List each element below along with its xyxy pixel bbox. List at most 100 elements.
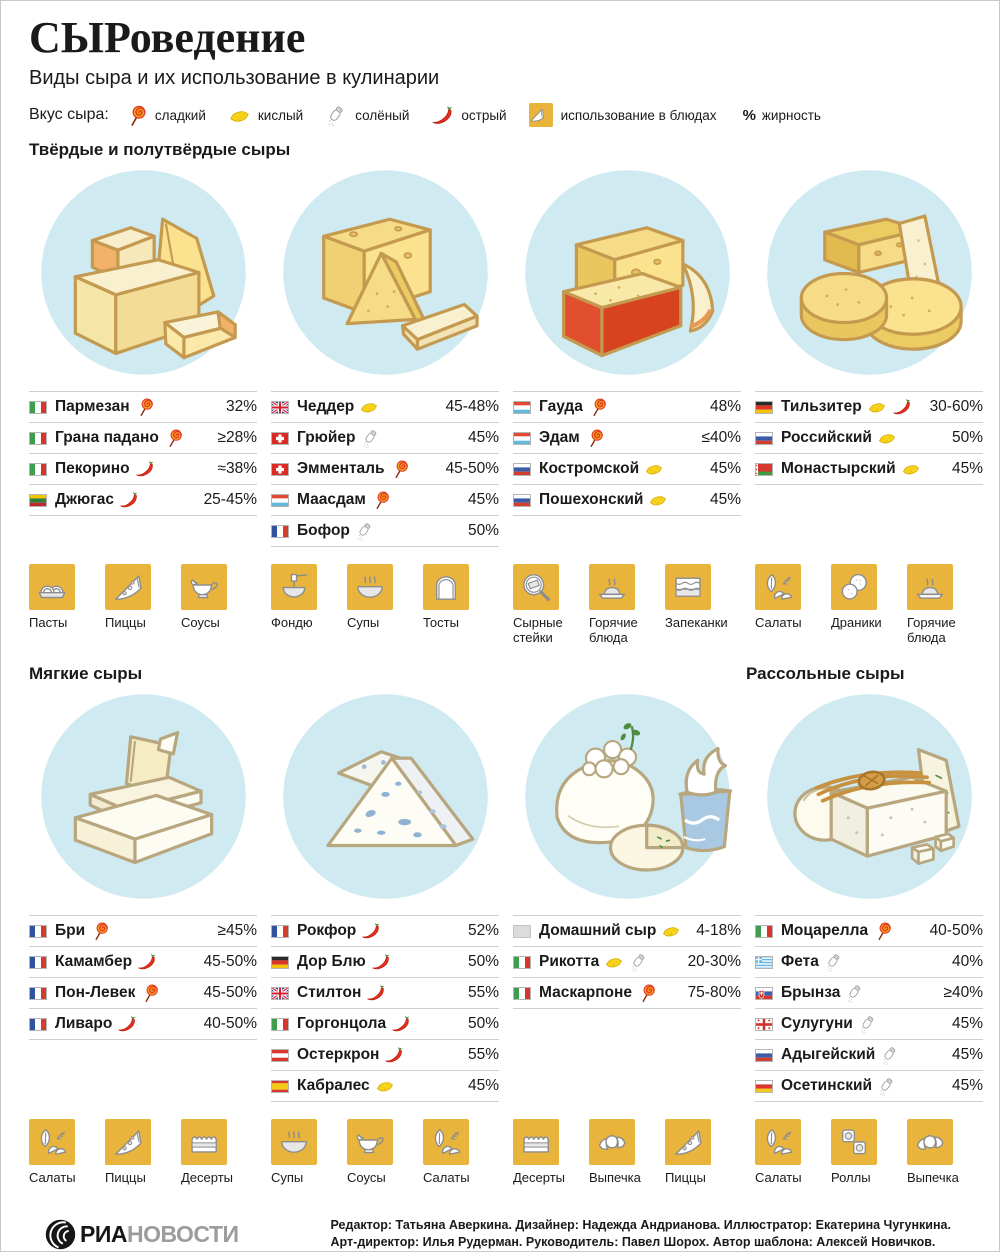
cheese-name: Остеркрон bbox=[297, 1046, 380, 1064]
ria-novosti-logo-icon bbox=[45, 1219, 76, 1250]
section-title-hard: Твёрдые и полутвёрдые сыры bbox=[29, 140, 291, 160]
dish-usage-row: Фондю Супы Тосты bbox=[271, 564, 499, 652]
fat-value: 45% bbox=[951, 460, 983, 478]
cheese-row: Осетинский 45% bbox=[755, 1071, 983, 1103]
flag-russia-icon bbox=[755, 1049, 773, 1062]
cheese-name: Монастырский bbox=[781, 460, 896, 478]
cheese-row: Бри ≥45% bbox=[29, 916, 257, 948]
dish-label: Драники bbox=[831, 615, 882, 631]
flag-russia-icon bbox=[755, 432, 773, 445]
cheese-name: Адыгейский bbox=[781, 1046, 876, 1064]
flag-uk-icon bbox=[271, 987, 289, 1000]
dish-usage-row: Салаты Пиццы Десерты bbox=[29, 1119, 257, 1207]
legend-item-salty: солёный bbox=[325, 104, 409, 127]
cheese-row: Эдам ≤40% bbox=[513, 423, 741, 455]
illustration-brie-cheeses bbox=[37, 690, 250, 903]
lollipop-icon bbox=[164, 428, 184, 448]
dish-label: Пиццы bbox=[105, 615, 146, 631]
cheese-name: Джюгас bbox=[55, 491, 114, 509]
soup-icon bbox=[271, 1119, 317, 1166]
dish-usage-row: Сырные стейки Горячие блюда Запеканки bbox=[513, 564, 741, 652]
fat-value: 45-50% bbox=[203, 984, 257, 1002]
lollipop-icon bbox=[585, 428, 605, 448]
flag-georgia-icon bbox=[755, 1018, 773, 1031]
cheese-name: Эдам bbox=[539, 429, 580, 447]
cheese-name: Осетинский bbox=[781, 1077, 873, 1095]
flag-france-icon bbox=[271, 525, 289, 538]
croissant-icon bbox=[589, 1119, 635, 1166]
footer: РИА НОВОСТИ Редактор: Татьяна Аверкина. Д… bbox=[29, 1213, 971, 1251]
pizza-icon bbox=[105, 1119, 151, 1166]
chili-icon bbox=[117, 1014, 137, 1034]
cheese-row: Пошехонский 45% bbox=[513, 485, 741, 517]
illustration-fresh-cheeses bbox=[521, 690, 734, 903]
dish-label: Соусы bbox=[181, 615, 220, 631]
dish-label: Супы bbox=[347, 615, 380, 631]
brand-novosti: НОВОСТИ bbox=[126, 1221, 239, 1248]
cheese-row: Камамбер 45-50% bbox=[29, 947, 257, 979]
casserole-icon bbox=[665, 564, 711, 611]
hotdish-icon bbox=[907, 564, 953, 611]
brand-ria: РИА bbox=[80, 1221, 127, 1248]
section-title-soft: Мягкие сыры bbox=[29, 664, 143, 684]
dish-item: Тосты bbox=[423, 564, 493, 652]
dish-item: Сырные стейки bbox=[513, 564, 583, 652]
dish-label: Соусы bbox=[347, 1170, 386, 1186]
cheese-row: Костромской 45% bbox=[513, 454, 741, 486]
salad-icon bbox=[29, 1119, 75, 1166]
chili-icon bbox=[361, 921, 381, 941]
dish-item: Салаты bbox=[423, 1119, 493, 1207]
lemon-icon bbox=[661, 921, 681, 941]
cheese-column: Рокфор 52% Дор Блю 50% Стилтон 55% Горгонцола 5… bbox=[271, 690, 499, 1207]
dish-usage-row: Салаты Драники Горячие блюда bbox=[755, 564, 983, 652]
fat-value: 45-48% bbox=[445, 398, 499, 416]
cheese-table: Пармезан 32% Грана падано ≥28% Пекорино ≈38% Д… bbox=[29, 391, 257, 548]
salt-shaker-icon bbox=[325, 104, 348, 127]
dish-item: Фондю bbox=[271, 564, 341, 652]
flag-france-icon bbox=[271, 925, 289, 938]
dish-item: Соусы bbox=[347, 1119, 417, 1207]
dish-label: Фондю bbox=[271, 615, 313, 631]
fat-value: 55% bbox=[467, 1046, 499, 1064]
salt-shaker-icon bbox=[361, 428, 381, 448]
cheese-row: Брынза ≥40% bbox=[755, 978, 983, 1010]
fat-value: 50% bbox=[467, 522, 499, 540]
dish-label: Горячие блюда bbox=[907, 615, 956, 646]
chili-icon bbox=[137, 952, 157, 972]
page-subtitle: Виды сыра и их использование в кулинарии bbox=[29, 67, 440, 90]
dish-item: Десерты bbox=[513, 1119, 583, 1207]
legend-sour-label: кислый bbox=[257, 107, 304, 123]
cheese-row: Дор Блю 50% bbox=[271, 947, 499, 979]
cheese-table: Бри ≥45% Камамбер 45-50% Пон-Левек 45-50% Лива… bbox=[29, 915, 257, 1103]
legend-spicy-label: острый bbox=[461, 107, 507, 123]
chili-icon bbox=[892, 397, 912, 417]
flag-austria-icon bbox=[271, 1049, 289, 1062]
cheese-table: Тильзитер 30-60% Российский 50% Монастырский… bbox=[755, 391, 983, 548]
fat-value: 45% bbox=[467, 1077, 499, 1095]
legend-item-spicy: острый bbox=[431, 104, 507, 127]
salad-icon bbox=[755, 1119, 801, 1166]
legend-fat-label: жирность bbox=[761, 107, 821, 123]
flag-france-icon bbox=[29, 1018, 47, 1031]
salt-shaker-icon bbox=[877, 1076, 897, 1096]
fat-value: 45% bbox=[467, 491, 499, 509]
fondue-icon bbox=[271, 564, 317, 611]
dish-item: Горячие блюда bbox=[589, 564, 659, 652]
chili-icon bbox=[119, 490, 139, 510]
dish-label: Запеканки bbox=[665, 615, 728, 631]
chili-icon bbox=[431, 104, 454, 127]
cheese-column: Моцарелла 40-50% Фета 40% Брынза ≥40% Сулугуни… bbox=[755, 690, 983, 1207]
cheese-name: Сулугуни bbox=[781, 1015, 853, 1033]
croissant-icon bbox=[907, 1119, 953, 1166]
cheese-name: Маскарпоне bbox=[539, 984, 632, 1002]
cheese-row: Остеркрон 55% bbox=[271, 1040, 499, 1072]
cheese-name: Костромской bbox=[539, 460, 640, 478]
fat-value: 4-18% bbox=[696, 922, 741, 940]
fat-value: ≤40% bbox=[701, 429, 741, 447]
dish-usage-row: Супы Соусы Салаты bbox=[271, 1119, 499, 1207]
pizza-icon bbox=[665, 1119, 711, 1166]
cheese-wedge-checkbox-icon bbox=[528, 103, 553, 128]
cheese-row: Маскарпоне 75-80% bbox=[513, 978, 741, 1010]
cheese-row: Домашний сыр 4-18% bbox=[513, 916, 741, 948]
